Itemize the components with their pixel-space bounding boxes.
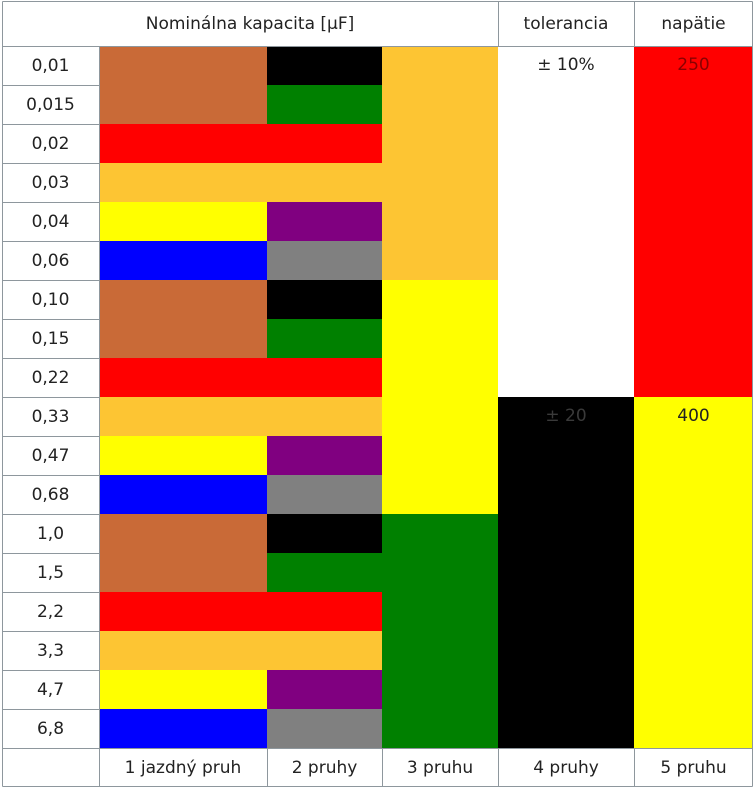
capacity-value: 1,5 (36, 563, 65, 583)
band-2-swatch (267, 241, 382, 280)
capacity-value: 0,47 (31, 446, 70, 466)
capacity-value: 0,04 (31, 212, 70, 232)
band-2-swatch (267, 202, 382, 241)
capacity-value: 0,01 (31, 56, 70, 76)
band-2-swatch (267, 319, 382, 358)
capacity-value: 0,015 (26, 95, 75, 115)
band-1-2-swatch (99, 397, 382, 436)
header-tolerance: tolerancia (523, 14, 609, 34)
footer-band-4: 4 pruhy (533, 758, 599, 778)
band-1-swatch (99, 85, 267, 124)
band-1-swatch (99, 553, 267, 592)
capacity-value: 0,03 (31, 173, 70, 193)
capacity-value: 6,8 (36, 719, 65, 739)
footer-band-2: 2 pruhy (291, 758, 358, 778)
band-1-2-swatch (99, 631, 382, 670)
band-2-swatch (267, 280, 382, 319)
band-1-swatch (99, 280, 267, 319)
band-2-swatch (267, 670, 382, 709)
capacity-value: 0,10 (31, 290, 70, 310)
capacity-value: 1,0 (36, 524, 65, 544)
band-1-swatch (99, 46, 267, 85)
band-1-swatch (99, 709, 267, 748)
band-1-2-swatch (99, 163, 382, 202)
band-3-swatch (382, 46, 498, 280)
band-2-swatch (267, 46, 382, 85)
band-1-swatch (99, 241, 267, 280)
capacity-value: 0,22 (31, 368, 70, 388)
band-2-swatch (267, 514, 382, 553)
capacity-value: 0,06 (31, 251, 70, 271)
capacity-value: 2,2 (36, 602, 65, 622)
tolerance-swatch: ± 20 (498, 397, 634, 748)
header-nominal-capacity: Nominálna kapacita [µF] (145, 14, 355, 34)
band-2-swatch (267, 553, 382, 592)
footer-band-1: 1 jazdný pruh (124, 758, 242, 778)
capacity-value: 0,15 (31, 329, 70, 349)
capacity-value: 3,3 (36, 641, 65, 661)
band-3-swatch (382, 514, 498, 748)
band-3-swatch (382, 280, 498, 514)
capacity-value: 0,68 (31, 485, 70, 505)
voltage-swatch: 250 (634, 46, 753, 397)
band-2-swatch (267, 709, 382, 748)
band-1-swatch (99, 475, 267, 514)
band-1-swatch (99, 319, 267, 358)
voltage-swatch: 400 (634, 397, 753, 748)
capacity-value: 0,33 (31, 407, 70, 427)
capacity-value: 4,7 (36, 680, 65, 700)
footer-band-5: 5 pruhu (660, 758, 727, 778)
band-1-swatch (99, 202, 267, 241)
band-1-2-swatch (99, 358, 382, 397)
band-1-2-swatch (99, 124, 382, 163)
band-2-swatch (267, 436, 382, 475)
header-voltage: napätie (661, 14, 726, 34)
band-1-swatch (99, 514, 267, 553)
capacity-value: 0,02 (31, 134, 70, 154)
band-2-swatch (267, 85, 382, 124)
band-1-swatch (99, 670, 267, 709)
tolerance-swatch: ± 10% (498, 46, 634, 397)
band-1-2-swatch (99, 592, 382, 631)
footer-band-3: 3 pruhu (406, 758, 474, 778)
band-1-swatch (99, 436, 267, 475)
band-2-swatch (267, 475, 382, 514)
